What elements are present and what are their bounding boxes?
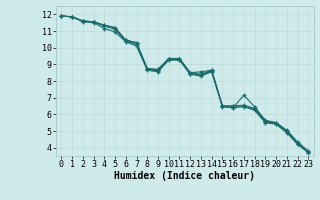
- X-axis label: Humidex (Indice chaleur): Humidex (Indice chaleur): [114, 171, 255, 181]
